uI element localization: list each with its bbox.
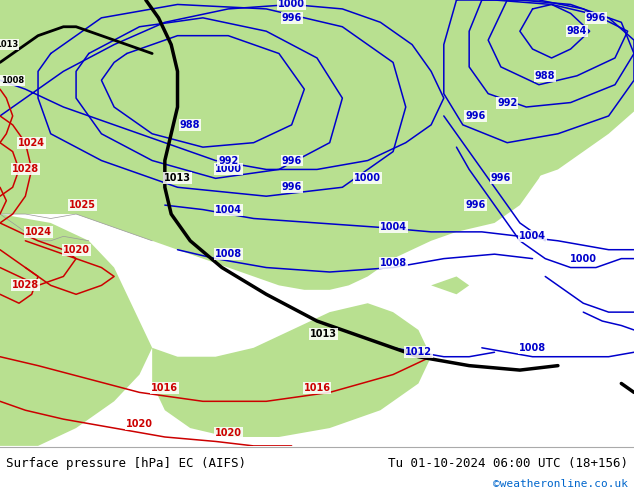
Text: 1016: 1016 [304,383,330,393]
Text: 992: 992 [218,155,238,166]
Text: 996: 996 [491,173,511,183]
Text: 1008: 1008 [380,258,406,268]
Text: 996: 996 [465,200,486,210]
Text: 1028: 1028 [12,165,39,174]
Text: 1013: 1013 [164,173,191,183]
Polygon shape [304,196,342,214]
Text: 1028: 1028 [12,280,39,291]
Text: 996: 996 [465,111,486,121]
Text: 1020: 1020 [126,418,153,429]
Text: 1025: 1025 [69,200,96,210]
Text: 1000: 1000 [215,165,242,174]
Text: ©weatheronline.co.uk: ©weatheronline.co.uk [493,479,628,489]
Text: 1000: 1000 [570,254,597,264]
Text: 1004: 1004 [380,222,406,232]
Text: 1013: 1013 [0,40,18,49]
Text: 988: 988 [535,71,555,81]
Text: Surface pressure [hPa] EC (AIFS): Surface pressure [hPa] EC (AIFS) [6,457,247,469]
Text: 1000: 1000 [278,0,305,9]
Text: 1020: 1020 [63,245,89,255]
Text: 1013: 1013 [310,329,337,340]
Text: 1000: 1000 [354,173,381,183]
Text: 1004: 1004 [215,204,242,215]
Text: 1008: 1008 [519,343,546,353]
Polygon shape [0,0,634,290]
Text: 1016: 1016 [152,383,178,393]
Text: 996: 996 [281,13,302,23]
Text: 1024: 1024 [25,227,51,237]
Text: Tu 01-10-2024 06:00 UTC (18+156): Tu 01-10-2024 06:00 UTC (18+156) [387,457,628,469]
Text: 992: 992 [497,98,517,108]
Text: 1020: 1020 [215,427,242,438]
Polygon shape [431,276,469,294]
Text: 1012: 1012 [405,347,432,357]
Text: 1024: 1024 [18,138,45,147]
Polygon shape [152,303,431,437]
Text: 984: 984 [567,26,587,36]
Text: 1004: 1004 [519,231,546,242]
Polygon shape [469,0,634,178]
Text: 996: 996 [281,155,302,166]
Text: 996: 996 [586,13,606,23]
Text: 988: 988 [180,120,200,130]
Text: 996: 996 [281,182,302,192]
Polygon shape [0,214,152,446]
Text: 1008: 1008 [1,76,24,85]
Text: 1008: 1008 [215,249,242,259]
